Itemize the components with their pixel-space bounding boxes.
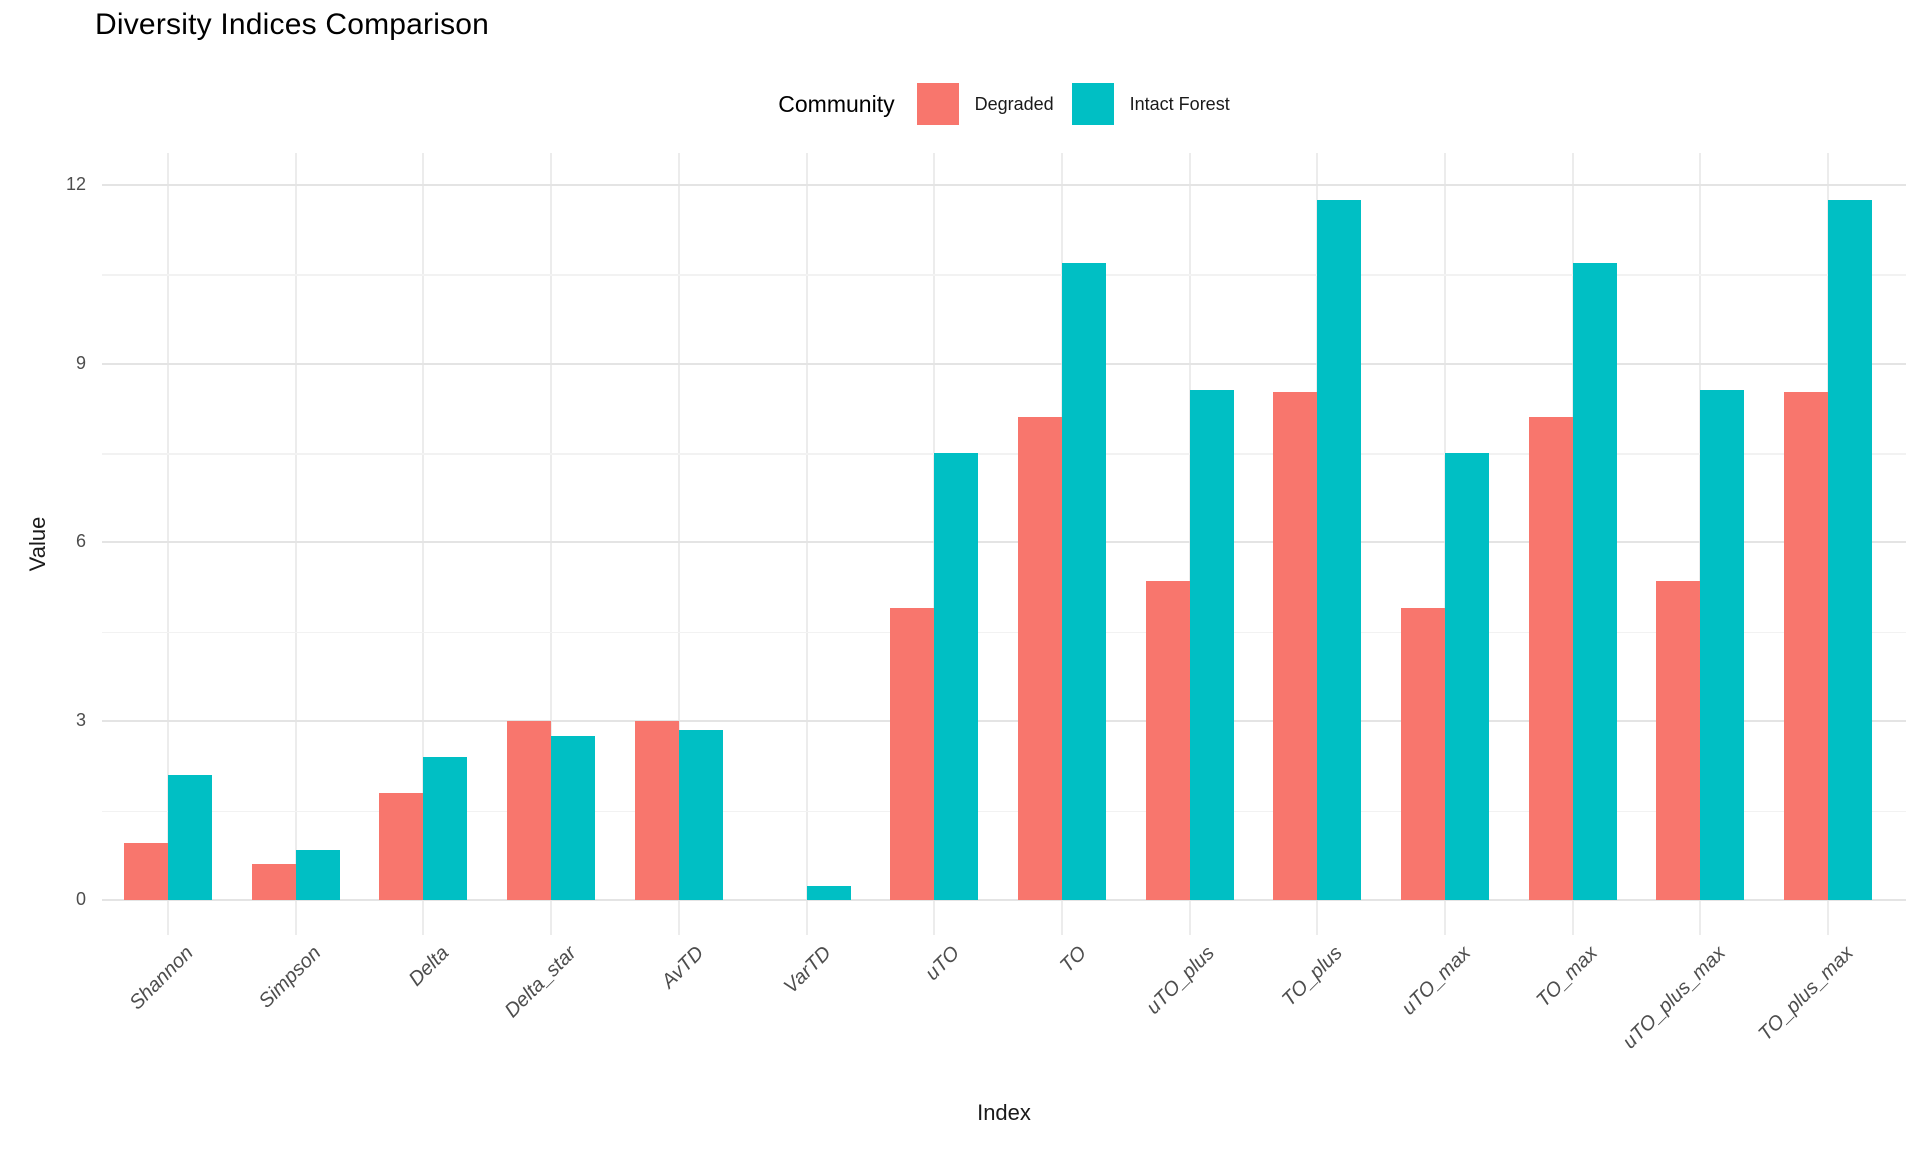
bar-intact-forest-Shannon [168,775,212,900]
bar-intact-forest-TO_plus_max [1828,200,1873,900]
bar-degraded-Simpson [251,864,296,900]
y-tick-label-0: 0 [75,889,86,909]
legend-item-intact-forest: Intact Forest [1071,83,1230,125]
bar-intact-forest-VarTD [806,886,851,900]
x-tick-label-Delta_star: Delta_star [500,942,581,1023]
bar-degraded-AvTD [634,721,679,900]
x-tick-label-VarTD: VarTD [780,942,837,998]
x-tick-label-Shannon: Shannon [125,942,198,1015]
legend-title: Community [778,90,895,117]
legend-item-degraded: Degraded [916,83,1054,125]
y-tick-label-3: 3 [75,710,86,731]
bar-degraded-uTO [890,607,935,900]
bar-degraded-uTO_max [1401,607,1445,900]
legend-swatch-intact-forest-icon [1071,83,1114,125]
major-gridline-y-6 [102,541,1906,544]
x-tick-label-Simpson: Simpson [254,942,326,1013]
bar-intact-forest-TO_max [1572,263,1617,900]
bar-intact-forest-TO_plus [1317,200,1362,900]
bar-intact-forest-uTO [934,453,979,900]
bar-intact-forest-AvTD [678,729,723,900]
x-tick-label-uTO_plus: uTO_plus [1142,942,1220,1019]
minor-gridline-y-1.5 [102,810,1906,813]
bar-degraded-Delta_star [507,721,552,900]
bar-degraded-Shannon [124,842,168,900]
vertical-gridline-Delta [422,153,425,935]
vertical-gridline-Simpson [294,153,297,935]
y-tick-label-6: 6 [75,531,86,552]
bar-intact-forest-uTO_max [1445,453,1489,900]
bar-degraded-uTO_plus [1145,581,1190,900]
major-gridline-y-0 [102,899,1906,901]
major-gridline-y-12 [102,183,1906,186]
y-tick-label-12: 12 [65,173,86,194]
vertical-gridline-AvTD [677,153,680,935]
x-tick-label-TO_plus: TO_plus [1278,942,1347,1011]
vertical-gridline-Delta_star [550,153,553,935]
bar-intact-forest-uTO_plus [1189,389,1234,900]
vertical-gridline-Shannon [167,153,169,935]
x-tick-label-uTO: uTO [920,942,964,985]
vertical-gridline-VarTD [805,153,808,935]
bar-degraded-Delta [379,792,424,900]
minor-gridline-y-7.5 [102,453,1906,455]
bar-intact-forest-TO [1061,263,1106,900]
legend-label-degraded: Degraded [974,93,1054,114]
x-tick-label-TO: TO [1056,942,1092,977]
bar-intact-forest-Simpson [295,849,340,900]
x-tick-label-Delta: Delta [404,942,453,991]
bar-degraded-uTO_plus_max [1656,581,1701,900]
bar-intact-forest-Delta [423,756,468,900]
bar-intact-forest-Delta_star [551,735,596,900]
minor-gridline-y-4.5 [102,631,1906,634]
x-tick-label-uTO_max: uTO_max [1397,942,1475,1020]
major-gridline-y-9 [102,362,1906,365]
legend-label-intact-forest: Intact Forest [1129,93,1230,114]
y-tick-label-9: 9 [75,352,86,373]
x-tick-label-AvTD: AvTD [657,942,709,993]
x-axis-title: Index [977,1100,1031,1125]
major-gridline-y-3 [102,720,1906,723]
x-tick-label-uTO_plus_max: uTO_plus_max [1618,942,1730,1054]
bar-degraded-TO [1017,417,1062,900]
y-axis-title: Value [25,516,50,572]
bar-degraded-TO_max [1528,417,1573,900]
legend-swatch-degraded-icon [916,83,959,125]
bar-intact-forest-uTO_plus_max [1700,389,1745,900]
chart-title: Diversity Indices Comparison [95,8,490,41]
legend: Community Degraded Intact Forest [102,80,1906,128]
minor-gridline-y-10.5 [102,274,1906,276]
x-tick-label-TO_plus_max: TO_plus_max [1754,942,1858,1046]
x-tick-label-TO_max: TO_max [1532,942,1603,1012]
bar-degraded-TO_plus [1273,392,1318,900]
bar-degraded-TO_plus_max [1784,392,1829,900]
